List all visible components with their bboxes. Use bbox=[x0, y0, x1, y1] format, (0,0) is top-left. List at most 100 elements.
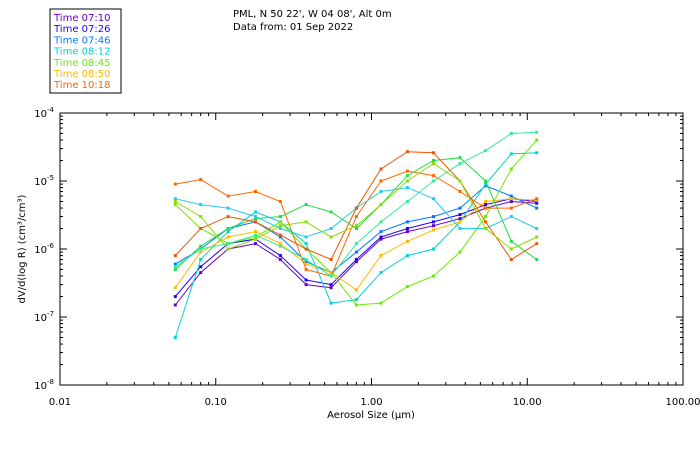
data-point bbox=[254, 242, 257, 246]
data-point bbox=[199, 203, 203, 207]
data-point bbox=[354, 303, 358, 307]
data-point bbox=[484, 215, 488, 219]
series-layer bbox=[173, 130, 539, 339]
x-tick-label: 0.01 bbox=[49, 397, 71, 408]
y-tick-label: 10-4 bbox=[34, 106, 54, 120]
data-point bbox=[278, 227, 282, 230]
legend-item: Time 07:26 bbox=[53, 24, 110, 35]
data-point bbox=[304, 247, 308, 251]
data-point bbox=[405, 179, 409, 183]
data-point bbox=[509, 200, 513, 203]
data-point bbox=[254, 220, 257, 224]
data-point bbox=[226, 247, 230, 251]
data-point bbox=[173, 295, 177, 298]
x-tick-label: 1.00 bbox=[360, 397, 382, 408]
data-point bbox=[354, 298, 358, 302]
data-point bbox=[199, 250, 203, 254]
data-point bbox=[354, 227, 358, 230]
series-7 bbox=[173, 156, 539, 271]
data-point bbox=[329, 274, 333, 278]
data-point bbox=[199, 265, 203, 269]
data-point bbox=[509, 167, 513, 171]
data-point bbox=[254, 190, 257, 193]
data-point bbox=[254, 230, 257, 234]
data-point bbox=[329, 227, 333, 230]
data-point bbox=[173, 203, 177, 207]
data-point bbox=[304, 258, 308, 261]
x-axis: 0.01 0.10 1.00 10.00 100.00 bbox=[49, 113, 700, 408]
data-point bbox=[304, 283, 308, 287]
data-point bbox=[254, 237, 257, 241]
data-point bbox=[379, 237, 383, 241]
data-point bbox=[254, 217, 257, 221]
data-point bbox=[484, 184, 488, 188]
x-axis-label: Aerosol Size (µm) bbox=[327, 410, 415, 421]
data-point bbox=[379, 235, 383, 239]
data-point bbox=[254, 235, 257, 239]
y-tick-label: 10-8 bbox=[34, 378, 54, 392]
data-point bbox=[535, 130, 539, 134]
data-point bbox=[405, 230, 409, 234]
data-point bbox=[379, 301, 383, 305]
data-point bbox=[432, 151, 435, 155]
data-point bbox=[329, 286, 333, 290]
data-point bbox=[405, 220, 409, 224]
data-point bbox=[509, 258, 513, 261]
data-point bbox=[304, 242, 308, 246]
data-point bbox=[458, 179, 462, 183]
data-point bbox=[405, 227, 409, 230]
data-point bbox=[379, 230, 383, 234]
data-point bbox=[278, 254, 282, 258]
data-point bbox=[329, 235, 333, 239]
data-point bbox=[509, 215, 513, 219]
data-point bbox=[535, 151, 539, 155]
data-point bbox=[379, 167, 383, 171]
legend-item: Time 10:18 bbox=[53, 80, 110, 91]
series-6 bbox=[173, 169, 539, 278]
legend-item: Time 08:45 bbox=[53, 58, 110, 69]
data-point bbox=[199, 244, 203, 248]
y-axis-label: dV/d(log R) (cm³/cm³) bbox=[17, 194, 28, 303]
data-point bbox=[379, 271, 383, 275]
data-point bbox=[173, 262, 177, 266]
data-point bbox=[405, 174, 409, 178]
data-point bbox=[535, 201, 539, 205]
data-point bbox=[226, 215, 230, 219]
data-point bbox=[226, 230, 230, 234]
data-point bbox=[278, 233, 282, 237]
data-point bbox=[354, 215, 358, 219]
data-point bbox=[535, 242, 539, 246]
data-point bbox=[484, 200, 488, 203]
data-point bbox=[278, 244, 282, 248]
data-point bbox=[226, 242, 230, 246]
data-point bbox=[173, 182, 177, 186]
data-point bbox=[458, 220, 462, 224]
data-point bbox=[379, 179, 383, 183]
legend-item: Time 08:50 bbox=[53, 69, 110, 80]
data-point bbox=[329, 283, 333, 287]
data-point bbox=[173, 268, 177, 271]
data-point bbox=[484, 220, 488, 224]
data-point bbox=[509, 247, 513, 251]
data-point bbox=[432, 274, 435, 278]
data-point bbox=[405, 150, 409, 154]
data-point bbox=[379, 220, 383, 224]
data-point bbox=[199, 227, 203, 230]
data-point bbox=[535, 258, 539, 261]
data-point bbox=[329, 210, 333, 214]
data-point bbox=[432, 224, 435, 228]
data-point bbox=[278, 235, 282, 239]
series-11 bbox=[173, 162, 539, 251]
data-point bbox=[458, 227, 462, 230]
data-point bbox=[458, 206, 462, 210]
x-tick-label: 100.00 bbox=[666, 397, 700, 408]
data-point bbox=[405, 239, 409, 243]
data-point bbox=[199, 271, 203, 275]
y-tick-label: 10-5 bbox=[34, 174, 54, 188]
data-point bbox=[405, 285, 409, 289]
data-point bbox=[432, 159, 435, 162]
data-point bbox=[278, 215, 282, 219]
data-point bbox=[329, 301, 333, 305]
